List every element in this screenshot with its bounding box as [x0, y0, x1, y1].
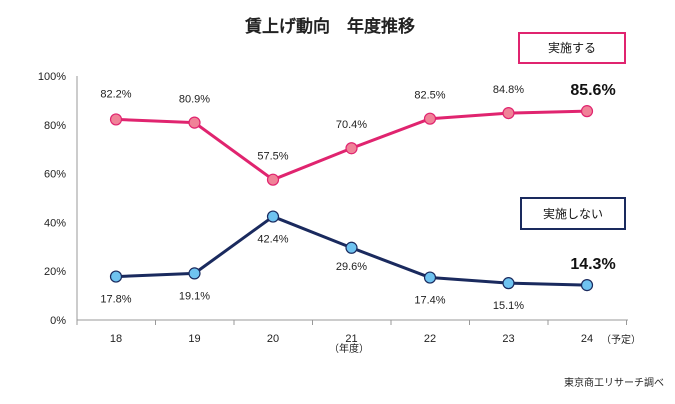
data-label: 57.5% [257, 151, 288, 163]
x-tick-label: 18 [110, 333, 122, 345]
data-point [502, 106, 515, 120]
legend-not-implemented-label: 実施しない [543, 206, 603, 221]
y-tick-labels: 0% 20% 40% 60% 80% 100% [38, 71, 66, 327]
legend-not-implemented-box [520, 197, 626, 230]
y-tick-label: 60% [44, 169, 66, 181]
data-label: 70.4% [336, 119, 367, 131]
data-label: 17.4% [414, 295, 445, 307]
data-point [188, 116, 201, 129]
legend-implemented: 実施する [518, 32, 626, 64]
y-tick-label: 40% [44, 217, 66, 229]
y-tick-label: 0% [50, 315, 66, 327]
series-implemented: 82.2% 80.9% 57.5% 70.4% 82.5% 84.8% 85.6% [100, 82, 616, 186]
x-tick-labels: 18 19 20 21 22 23 24 [76, 320, 627, 345]
data-point [109, 113, 123, 126]
chart-title: 賃上げ動向 年度推移 [244, 16, 415, 37]
data-label: 19.1% [179, 290, 210, 302]
y-tick-label: 20% [44, 266, 66, 278]
x-tick-label: 22 [424, 333, 436, 345]
data-label: 84.8% [493, 84, 524, 96]
legend-implemented-box [518, 32, 626, 64]
data-label: 14.3% [570, 256, 615, 273]
x-tick-label: 19 [188, 333, 200, 345]
data-label: 29.6% [336, 261, 367, 273]
series-layer: 82.2% 80.9% 57.5% 70.4% 82.5% 84.8% 85.6% 17.8%… [100, 82, 615, 312]
data-label: 15.1% [493, 300, 524, 312]
x-tick-label: 21 [345, 333, 357, 345]
data-label: 42.4% [257, 234, 288, 246]
data-point [423, 112, 437, 125]
x-axis-label: （年度） [329, 342, 369, 355]
data-point [580, 105, 594, 118]
x-tick-label: 20 [267, 333, 279, 345]
data-point [188, 267, 201, 280]
data-point [580, 279, 594, 292]
x-tick-label: 24 [581, 333, 593, 345]
data-point [266, 173, 280, 186]
data-label: 80.9% [179, 94, 210, 106]
data-label: 82.2% [100, 88, 131, 100]
data-point [502, 277, 515, 290]
legend-implemented-label: 実施する [548, 40, 596, 55]
y-tick-label: 80% [44, 120, 66, 132]
data-point [109, 270, 123, 283]
data-point [345, 142, 358, 155]
data-label: 82.5% [414, 90, 445, 102]
source-note: 東京商工リサーチ調べ [564, 376, 664, 389]
legend-not-implemented: 実施しない [520, 197, 626, 230]
y-tick-label: 100% [38, 71, 66, 83]
x-tick-label: 23 [502, 333, 514, 345]
x-axis-note: （予定） [601, 333, 641, 346]
series-not-implemented: 17.8% 19.1% 42.4% 29.6% 17.4% 15.1% 14.3% [100, 210, 616, 312]
data-label: 17.8% [100, 294, 131, 306]
data-point [266, 210, 280, 223]
data-point [423, 271, 437, 284]
data-point [345, 241, 358, 254]
data-label: 85.6% [570, 82, 615, 99]
